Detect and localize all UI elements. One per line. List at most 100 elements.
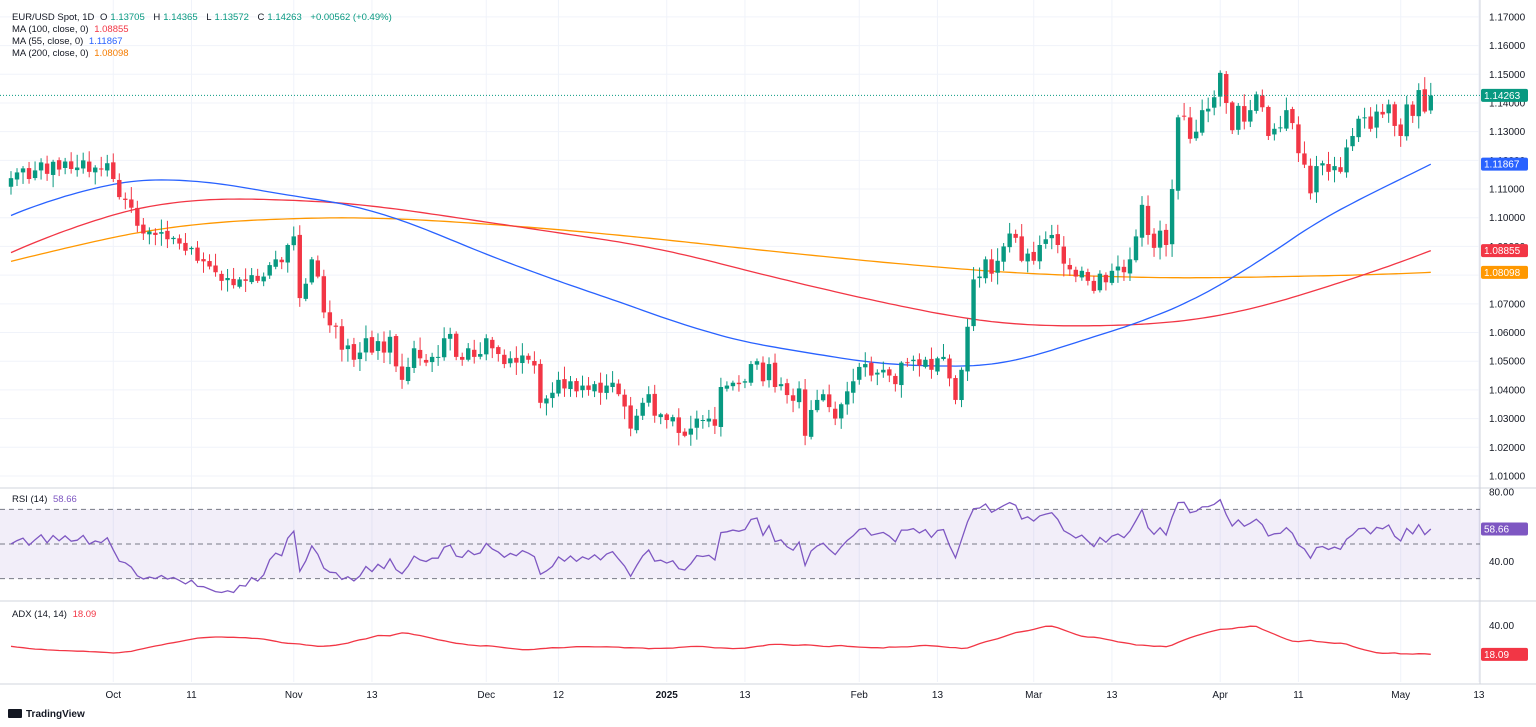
candle-body bbox=[646, 394, 651, 403]
ma55-price-tag-bg bbox=[1481, 157, 1528, 171]
candle-body bbox=[1067, 264, 1073, 270]
candle-body bbox=[429, 356, 435, 363]
candle-body bbox=[1374, 111, 1379, 128]
candle-body bbox=[1356, 118, 1361, 138]
price-tick-label: 1.16000 bbox=[1489, 41, 1526, 52]
candle bbox=[772, 353, 778, 393]
candle-body bbox=[586, 385, 591, 390]
candle bbox=[327, 300, 333, 333]
candle bbox=[574, 378, 579, 398]
candle-body bbox=[1157, 230, 1163, 248]
candle-body bbox=[417, 349, 423, 359]
candle bbox=[1266, 105, 1271, 141]
ma200-legend[interactable]: MA (200, close, 0) 1.08098 bbox=[12, 48, 132, 60]
candle-body bbox=[682, 431, 687, 436]
candle bbox=[207, 254, 212, 270]
candle bbox=[1284, 97, 1289, 131]
candle-body bbox=[688, 428, 694, 435]
candle bbox=[634, 408, 639, 434]
candle bbox=[195, 241, 200, 264]
candle bbox=[1404, 95, 1409, 141]
candle bbox=[417, 337, 423, 366]
adx-legend[interactable]: ADX (14, 14) 18.09 bbox=[12, 609, 99, 621]
candle bbox=[381, 331, 387, 364]
candle bbox=[845, 381, 850, 415]
candle-body bbox=[622, 394, 627, 407]
candle-body bbox=[159, 232, 164, 234]
candle-body bbox=[243, 279, 248, 281]
candle bbox=[345, 338, 351, 362]
candle bbox=[80, 152, 86, 174]
time-tick-label: 13 bbox=[932, 690, 944, 701]
candle-body bbox=[8, 178, 14, 187]
candle-body bbox=[321, 276, 327, 313]
tradingview-logo[interactable]: TradingView bbox=[8, 709, 85, 720]
candle bbox=[1001, 242, 1006, 271]
candle-body bbox=[640, 402, 645, 416]
candle bbox=[622, 389, 627, 420]
candle-body bbox=[1368, 116, 1373, 129]
candle-body bbox=[339, 326, 345, 350]
candle bbox=[141, 218, 146, 240]
candle-body bbox=[20, 168, 26, 173]
candle-body bbox=[1181, 115, 1187, 117]
candle-body bbox=[724, 385, 730, 389]
ma55-line bbox=[10, 163, 1432, 367]
candle bbox=[1302, 141, 1307, 169]
candle-body bbox=[989, 259, 994, 274]
candle bbox=[351, 337, 357, 367]
candle-body bbox=[117, 179, 122, 198]
candle-body bbox=[490, 339, 495, 349]
candle bbox=[201, 252, 206, 273]
candle-body bbox=[315, 260, 321, 277]
candle-body bbox=[165, 230, 170, 240]
candle bbox=[62, 157, 68, 175]
candle bbox=[1007, 222, 1012, 253]
candle bbox=[1055, 224, 1060, 254]
candle bbox=[604, 374, 609, 400]
candle-body bbox=[1350, 135, 1355, 147]
candle-body bbox=[255, 275, 260, 281]
candle bbox=[550, 382, 555, 408]
candle-body bbox=[1422, 89, 1427, 112]
candle-body bbox=[1308, 165, 1313, 194]
candle bbox=[1019, 224, 1024, 263]
candle-body bbox=[520, 355, 525, 364]
candle-body bbox=[472, 349, 477, 357]
candle bbox=[1031, 241, 1036, 265]
candle-body bbox=[658, 414, 663, 418]
candle bbox=[411, 340, 417, 374]
ma55-legend[interactable]: MA (55, close, 0) 1.11867 bbox=[12, 36, 126, 48]
candle bbox=[183, 233, 188, 256]
candle bbox=[375, 333, 381, 360]
price-tick-label: 1.17000 bbox=[1489, 12, 1526, 23]
candle-body bbox=[1055, 234, 1060, 245]
candle bbox=[93, 165, 98, 185]
candle-body bbox=[905, 362, 910, 364]
candle-body bbox=[1302, 153, 1307, 165]
candle bbox=[74, 154, 80, 177]
candle-body bbox=[869, 362, 874, 376]
candle-body bbox=[748, 364, 754, 383]
candle bbox=[135, 200, 140, 233]
candle-body bbox=[447, 333, 453, 339]
candle-body bbox=[1139, 204, 1145, 238]
candle-body bbox=[399, 366, 405, 380]
candle-body bbox=[423, 359, 429, 363]
candle-body bbox=[411, 348, 417, 368]
candle-body bbox=[923, 359, 928, 367]
candle-body bbox=[1199, 110, 1205, 133]
candle-body bbox=[1344, 147, 1349, 173]
ma100-legend[interactable]: MA (100, close, 0) 1.08855 bbox=[12, 24, 132, 36]
candle bbox=[706, 409, 712, 428]
candle-body bbox=[634, 415, 639, 431]
candle-body bbox=[899, 362, 904, 386]
candle bbox=[472, 339, 477, 364]
rsi-legend[interactable]: RSI (14) 58.66 bbox=[12, 494, 80, 506]
candle-body bbox=[74, 167, 80, 171]
candle bbox=[923, 356, 928, 369]
candle-body bbox=[670, 417, 675, 422]
candle-body bbox=[273, 259, 278, 267]
candle-body bbox=[610, 382, 615, 388]
